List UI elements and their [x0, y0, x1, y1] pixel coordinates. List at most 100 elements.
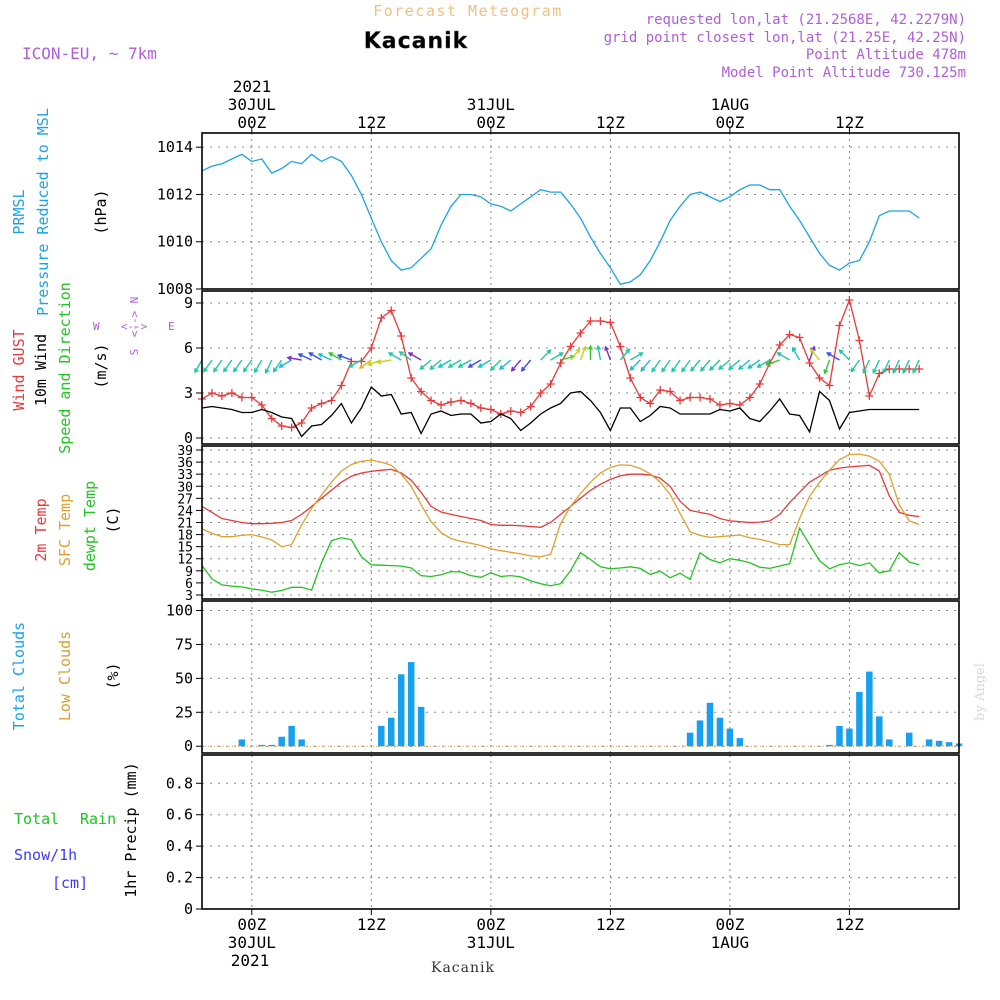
gust-marker: [257, 401, 266, 409]
wind-arrow-shaft: [728, 359, 741, 370]
wind-arrow-shaft: [912, 359, 920, 373]
wind-arrow-shaft: [651, 359, 661, 372]
wind-arrow-shaft: [499, 359, 512, 370]
wind-arrow: [892, 359, 900, 375]
wind-arrow: [604, 345, 612, 361]
gust-marker: [317, 399, 326, 408]
wind-arrow: [308, 352, 322, 361]
top-hour-label: 12Z: [596, 113, 625, 132]
pressure-unit: (hPa): [92, 189, 110, 234]
wind-arrow: [194, 359, 203, 374]
wind-arrow: [756, 359, 771, 368]
precip-labels: Total Rain Snow/1h [cm] 1hr Precip (mm): [14, 762, 140, 897]
wind-arrow: [570, 348, 581, 361]
gust-marker: [825, 381, 834, 390]
wind-arrow: [278, 359, 292, 368]
wind-arrow: [629, 352, 644, 361]
ytick-label: 1008: [157, 280, 193, 298]
panel-frame: [201, 290, 960, 445]
wind-arrow-head: [809, 348, 815, 354]
ytick-label: 25: [175, 703, 193, 721]
cloud-bar: [716, 717, 724, 747]
wind-arrow-head: [776, 352, 782, 357]
wind-arrow-shaft: [419, 359, 432, 370]
panel-clouds: 0 25 50 75 100: [166, 600, 963, 755]
gust-marker: [367, 344, 376, 352]
series-2m-temp: [201, 464, 920, 528]
gust-marker: [895, 365, 904, 373]
point-altitude: Point Altitude 478m: [806, 47, 966, 63]
wind-arrow: [489, 359, 502, 371]
gust-marker: [327, 396, 336, 405]
wind-arrow-head: [498, 365, 505, 370]
gust-marker: [427, 396, 436, 405]
bottom-hour-label: 12Z: [835, 915, 864, 934]
panel-frame: [201, 600, 960, 754]
wind-arrow: [826, 352, 840, 361]
compass-east: E: [168, 320, 175, 333]
wind-arrow-shaft: [690, 359, 701, 372]
cloud-bar: [836, 725, 843, 747]
wind-arrow: [376, 359, 392, 365]
wind-arrow: [520, 359, 532, 372]
bottom-year-label: 2021: [231, 951, 270, 970]
model-altitude: Model Point Altitude 730.125m: [722, 65, 966, 81]
gust-marker: [626, 374, 635, 382]
wind-arrow-head: [640, 366, 646, 372]
bottom-day-label: 30JUL: [228, 933, 276, 952]
gust-marker: [576, 329, 585, 337]
wind-arrow-head: [272, 367, 278, 373]
wind-arrow: [317, 353, 332, 361]
cloud-bar: [407, 662, 415, 747]
ytick-label: 9: [185, 565, 193, 580]
wind-arrow-head: [709, 365, 715, 371]
temp-unit: (C): [104, 506, 122, 533]
wind-arrow-head: [242, 367, 248, 373]
wind-arrow-head: [747, 364, 753, 369]
wind-arrow-shaft: [718, 359, 731, 370]
ytick-label: 6: [184, 339, 193, 357]
wind-labels: Wind GUST 10m Wind Speed and Direction (…: [10, 282, 175, 454]
ytick-label: 0.8: [166, 774, 193, 792]
wind-arrow-shaft: [203, 359, 213, 372]
wind-arrow-head: [892, 368, 897, 375]
wind-arrow: [213, 359, 223, 373]
precip-ylabel: 1hr Precip (mm): [122, 762, 140, 897]
ytick-label: 0: [184, 900, 193, 918]
wind-arrow: [671, 359, 681, 373]
wind-arrow-shaft: [359, 359, 372, 369]
wind-arrow-shaft: [388, 352, 402, 361]
wind-arrow-head: [882, 368, 887, 375]
wind-arrow-shaft: [579, 346, 586, 361]
wind-arrow: [347, 359, 362, 368]
wind-arrow-shaft: [213, 359, 223, 372]
wind-arrow-shaft: [839, 349, 850, 361]
wind-arrow-shaft: [661, 359, 671, 372]
wind-arrow-head: [447, 363, 453, 368]
ytick-label: 0: [184, 737, 193, 755]
panel-wind: 0 3 6 9: [184, 290, 960, 447]
wind-arrow: [661, 359, 671, 373]
wind-arrow-head: [826, 352, 832, 357]
cloud-bar: [736, 738, 744, 747]
ytick-label: 3: [184, 384, 193, 402]
wind-arrow-head: [718, 365, 724, 370]
pressure-label-prmsl: PRMSL: [10, 189, 28, 234]
top-hour-label: 00Z: [476, 113, 505, 132]
wind-arrow: [596, 344, 602, 361]
wind-arrow-head: [765, 361, 771, 367]
series-prmsl: [201, 153, 920, 286]
cloud-labels: Total Clouds Low Clouds (%): [10, 622, 122, 730]
wind-arrow-head: [810, 345, 816, 351]
wind-arrow-head: [366, 361, 373, 367]
wind-arrow-shaft: [766, 359, 780, 366]
cloud-bar: [846, 728, 853, 747]
wind-arrow-shaft: [747, 359, 761, 369]
wind-arrow: [862, 359, 870, 375]
wind-arrow-head: [278, 363, 284, 368]
ytick-label: 0.2: [166, 869, 193, 887]
ytick-label: 21: [177, 517, 193, 532]
gust-marker: [715, 401, 724, 409]
wind-arrow-head: [625, 348, 631, 354]
bottom-hour-label: 00Z: [237, 915, 266, 934]
